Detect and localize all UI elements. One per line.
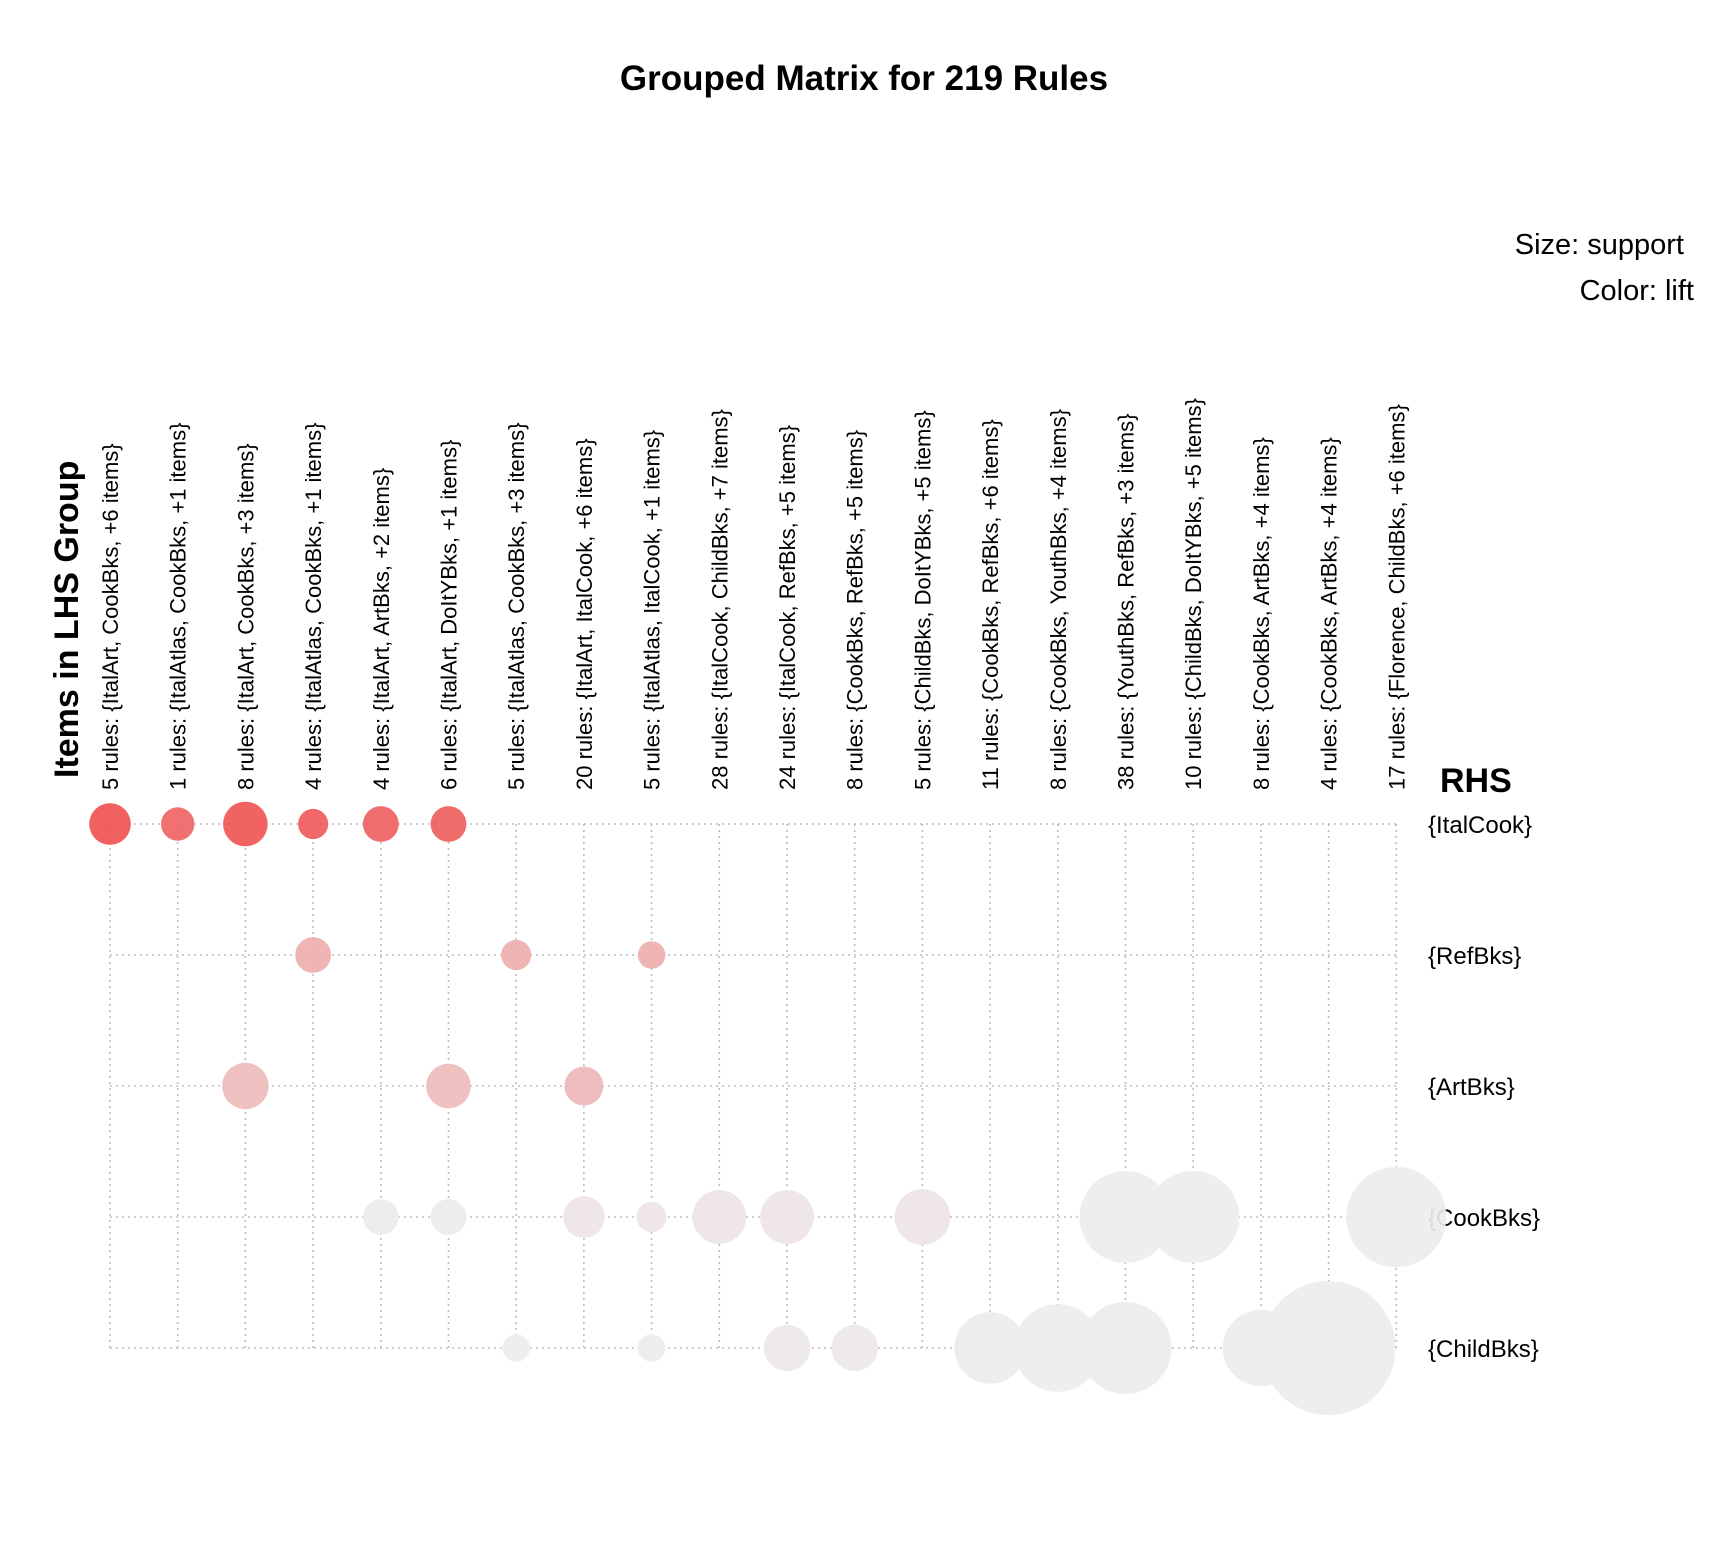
legend-color: Color: lift: [1580, 275, 1694, 307]
lhs-group-label: 5 rules: {ItalAtlas, ItalCook, +1 items}: [640, 430, 665, 790]
grid: [109, 823, 1398, 1349]
chart-title: Grouped Matrix for 219 Rules: [620, 59, 1108, 98]
rhs-item-label: {ChildBks}: [1428, 1336, 1539, 1363]
lhs-group-label: 8 rules: {CookBks, ArtBks, +4 items}: [1249, 437, 1274, 790]
rule-point: [426, 1063, 471, 1109]
rhs-axis-title: RHS: [1440, 762, 1512, 800]
rhs-item-label: {ArtBks}: [1428, 1074, 1515, 1101]
rule-point: [636, 1201, 667, 1233]
lhs-axis-title: Items in LHS Group: [48, 461, 86, 778]
lhs-group-label: 5 rules: {ChildBks, DoItYBks, +5 items}: [910, 410, 935, 790]
lhs-group-label: 38 rules: {YouthBks, RefBks, +3 items}: [1114, 414, 1139, 790]
rule-point: [362, 806, 399, 842]
rule-point: [1014, 1304, 1102, 1392]
lhs-group-label: 8 rules: {CookBks, RefBks, +5 items}: [843, 430, 868, 790]
legend-size: Size: support: [1515, 229, 1684, 261]
rule-point: [563, 1196, 605, 1238]
rule-point: [894, 1189, 951, 1245]
rule-point: [430, 806, 467, 842]
rule-point: [502, 1334, 530, 1362]
rule-point: [954, 1312, 1026, 1384]
lhs-group-label: 11 rules: {CookBks, RefBks, +6 items}: [978, 419, 1003, 790]
rule-point: [831, 1324, 878, 1372]
lhs-group-label: 24 rules: {ItalCook, RefBks, +5 items}: [775, 425, 800, 790]
rule-point: [161, 807, 195, 841]
rule-point: [222, 1062, 269, 1110]
lhs-group-label: 20 rules: {ItalArt, ItalCook, +6 items}: [572, 438, 597, 790]
lhs-group-label: 8 rules: {ItalArt, CookBks, +3 items}: [233, 443, 258, 790]
rule-point: [637, 1334, 666, 1362]
rule-point: [362, 1199, 399, 1235]
rule-point: [763, 1324, 811, 1372]
lhs-group-labels: 5 rules: {ItalArt, CookBks, +6 items} 1 r…: [98, 398, 1409, 790]
rule-point: [430, 1199, 467, 1235]
rule-point: [1261, 1281, 1396, 1415]
rule-point: [1079, 1171, 1172, 1263]
rule-point: [1147, 1171, 1240, 1263]
lhs-group-label: 10 rules: {ChildBks, DoItYBks, +5 items}: [1181, 398, 1206, 790]
rule-point: [298, 808, 329, 840]
rhs-item-label: {CookBks}: [1428, 1205, 1540, 1232]
rule-point: [295, 937, 331, 973]
rule-point: [1079, 1302, 1172, 1394]
lhs-group-label: 17 rules: {Florence, ChildBks, +6 items}: [1384, 404, 1409, 790]
rule-point: [692, 1190, 747, 1244]
rule-points: [89, 801, 1447, 1415]
lhs-group-label: 28 rules: {ItalCook, ChildBks, +7 items}: [707, 409, 732, 790]
rule-point: [501, 939, 532, 971]
rhs-labels: {ItalCook} {RefBks} {ArtBks} {CookBks} {Chil…: [1428, 812, 1540, 1363]
rule-point: [760, 1190, 814, 1244]
lhs-group-label: 5 rules: {ItalAtlas, CookBks, +3 items}: [504, 423, 529, 790]
rule-point: [564, 1066, 604, 1106]
rule-point: [637, 941, 666, 969]
lhs-group-label: 1 rules: {ItalAtlas, CookBks, +1 items}: [166, 423, 191, 790]
lhs-group-label: 4 rules: {ItalAtlas, CookBks, +1 items}: [301, 423, 326, 790]
rule-point: [89, 803, 131, 845]
rhs-item-label: {RefBks}: [1428, 943, 1521, 970]
lhs-group-label: 8 rules: {CookBks, YouthBks, +4 items}: [1046, 409, 1071, 790]
lhs-group-label: 5 rules: {ItalArt, CookBks, +6 items}: [98, 443, 123, 790]
lhs-group-label: 4 rules: {ItalArt, ArtBks, +2 items}: [369, 468, 394, 790]
rule-point: [223, 801, 268, 847]
lhs-group-label: 4 rules: {CookBks, ArtBks, +4 items}: [1317, 437, 1342, 790]
rule-point: [1346, 1166, 1447, 1268]
lhs-group-label: 6 rules: {ItalArt, DoItYBks, +1 items}: [437, 440, 462, 790]
rhs-item-label: {ItalCook}: [1428, 812, 1532, 839]
